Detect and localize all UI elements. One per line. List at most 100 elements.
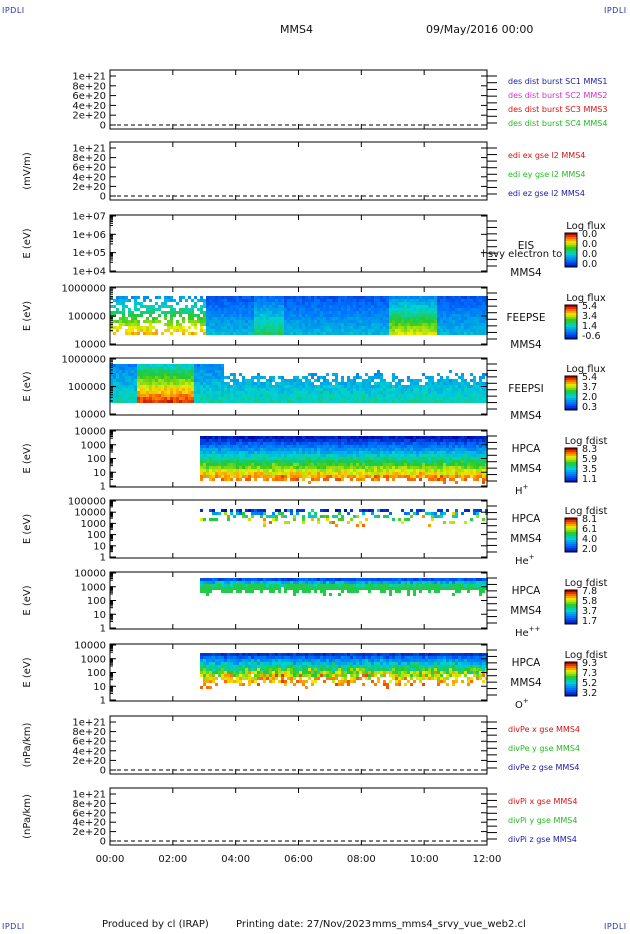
- spectrogram-cell: [308, 454, 311, 457]
- spectrogram-cell: [263, 524, 266, 527]
- spectrogram-cell: [116, 379, 119, 382]
- spectrogram-cell: [209, 305, 212, 308]
- spectrogram-cell: [347, 445, 350, 448]
- spectrogram-cell: [299, 460, 302, 463]
- spectrogram-cell: [200, 587, 203, 590]
- spectrogram-cell: [434, 394, 437, 397]
- spectrogram-cell: [392, 397, 395, 400]
- spectrogram-cell: [245, 311, 248, 314]
- spectrogram-cell: [248, 299, 251, 302]
- spectrogram-cell: [377, 370, 380, 373]
- spectrogram-cell: [353, 317, 356, 320]
- spectrogram-cell: [323, 308, 326, 311]
- spectrogram-cell: [425, 326, 428, 329]
- spectrogram-cell: [116, 391, 119, 394]
- spectrogram-cell: [335, 460, 338, 463]
- spectrogram-cell: [296, 332, 299, 335]
- spectrogram-cell: [326, 478, 329, 481]
- spectrogram-cell: [455, 512, 458, 515]
- spectrogram-cell: [443, 463, 446, 466]
- spectrogram-cell: [428, 314, 431, 317]
- spectrogram-cell: [281, 320, 284, 323]
- spectrogram-cell: [401, 466, 404, 469]
- spectrogram-cell: [266, 448, 269, 451]
- spectrogram-cell: [116, 308, 119, 311]
- spectrogram-cell: [281, 323, 284, 326]
- spectrogram-cell: [398, 439, 401, 442]
- spectrogram-cell: [428, 524, 431, 527]
- spectrogram-cell: [404, 326, 407, 329]
- spectrogram-cell: [317, 320, 320, 323]
- spectrogram-cell: [248, 311, 251, 314]
- spectrogram-cell: [206, 317, 209, 320]
- spectrogram-cell: [152, 308, 155, 311]
- spectrogram-cell: [401, 391, 404, 394]
- spectrogram-cell: [374, 311, 377, 314]
- spectrogram-cell: [263, 439, 266, 442]
- spectrogram-cell: [431, 442, 434, 445]
- spectrogram-cell: [224, 475, 227, 478]
- spectrogram-cell: [218, 439, 221, 442]
- spectrogram-cell: [248, 379, 251, 382]
- spectrogram-cell: [380, 326, 383, 329]
- spectrogram-cell: [260, 391, 263, 394]
- spectrogram-cell: [437, 385, 440, 388]
- spectrogram-cell: [476, 317, 479, 320]
- spectrogram-cell: [269, 521, 272, 524]
- spectrogram-cell: [368, 391, 371, 394]
- spectrogram-cell: [470, 323, 473, 326]
- spectrogram-cell: [314, 314, 317, 317]
- y-tick-label: 1e+06: [72, 230, 106, 241]
- spectrogram-cell: [254, 329, 257, 332]
- spectrogram-cell: [467, 472, 470, 475]
- spectrogram-cell: [269, 376, 272, 379]
- spectrogram-cell: [308, 373, 311, 376]
- spectrogram-cell: [458, 472, 461, 475]
- spectrogram-cell: [131, 400, 134, 403]
- spectrogram-cell: [179, 364, 182, 367]
- spectrogram-cell: [224, 439, 227, 442]
- spectrogram-cell: [140, 370, 143, 373]
- spectrogram-cell: [305, 472, 308, 475]
- spectrogram-cell: [416, 299, 419, 302]
- spectrogram-cell: [200, 379, 203, 382]
- spectrogram-cell: [455, 469, 458, 472]
- colorbar-segment: [565, 255, 577, 257]
- spectrogram-cell: [323, 515, 326, 518]
- spectrogram-cell: [413, 460, 416, 463]
- spectrogram-cell: [221, 323, 224, 326]
- spectrogram-cell: [260, 302, 263, 305]
- spectrogram-cell: [476, 442, 479, 445]
- colorbar-segment: [565, 548, 577, 550]
- spectrogram-cell: [341, 454, 344, 457]
- spectrogram-cell: [251, 457, 254, 460]
- spectrogram-cell: [356, 305, 359, 308]
- spectrogram-cell: [419, 509, 422, 512]
- spectrogram-cell: [113, 373, 116, 376]
- spectrogram-cell: [260, 442, 263, 445]
- spectrogram-cell: [209, 509, 212, 512]
- spectrogram-cell: [302, 329, 305, 332]
- spectrogram-cell: [200, 329, 203, 332]
- spectrogram-cell: [371, 512, 374, 515]
- spectrogram-cell: [221, 451, 224, 454]
- spectrogram-cell: [461, 391, 464, 394]
- spectrogram-cell: [401, 457, 404, 460]
- spectrogram-cell: [227, 472, 230, 475]
- spectrogram-cell: [128, 376, 131, 379]
- spectrogram-cell: [212, 400, 215, 403]
- spectrogram-cell: [293, 518, 296, 521]
- spectrogram-cell: [293, 296, 296, 299]
- spectrogram-cell: [407, 460, 410, 463]
- spectrogram-cell: [347, 320, 350, 323]
- spectrogram-cell: [365, 311, 368, 314]
- spectrogram-cell: [212, 376, 215, 379]
- spectrogram-cell: [467, 454, 470, 457]
- spectrogram-cell: [443, 326, 446, 329]
- spectrogram-cell: [302, 509, 305, 512]
- spectrogram-cell: [134, 379, 137, 382]
- spectrogram-cell: [416, 296, 419, 299]
- spectrogram-cell: [419, 463, 422, 466]
- spectrogram-cell: [215, 466, 218, 469]
- spectrogram-cell: [206, 388, 209, 391]
